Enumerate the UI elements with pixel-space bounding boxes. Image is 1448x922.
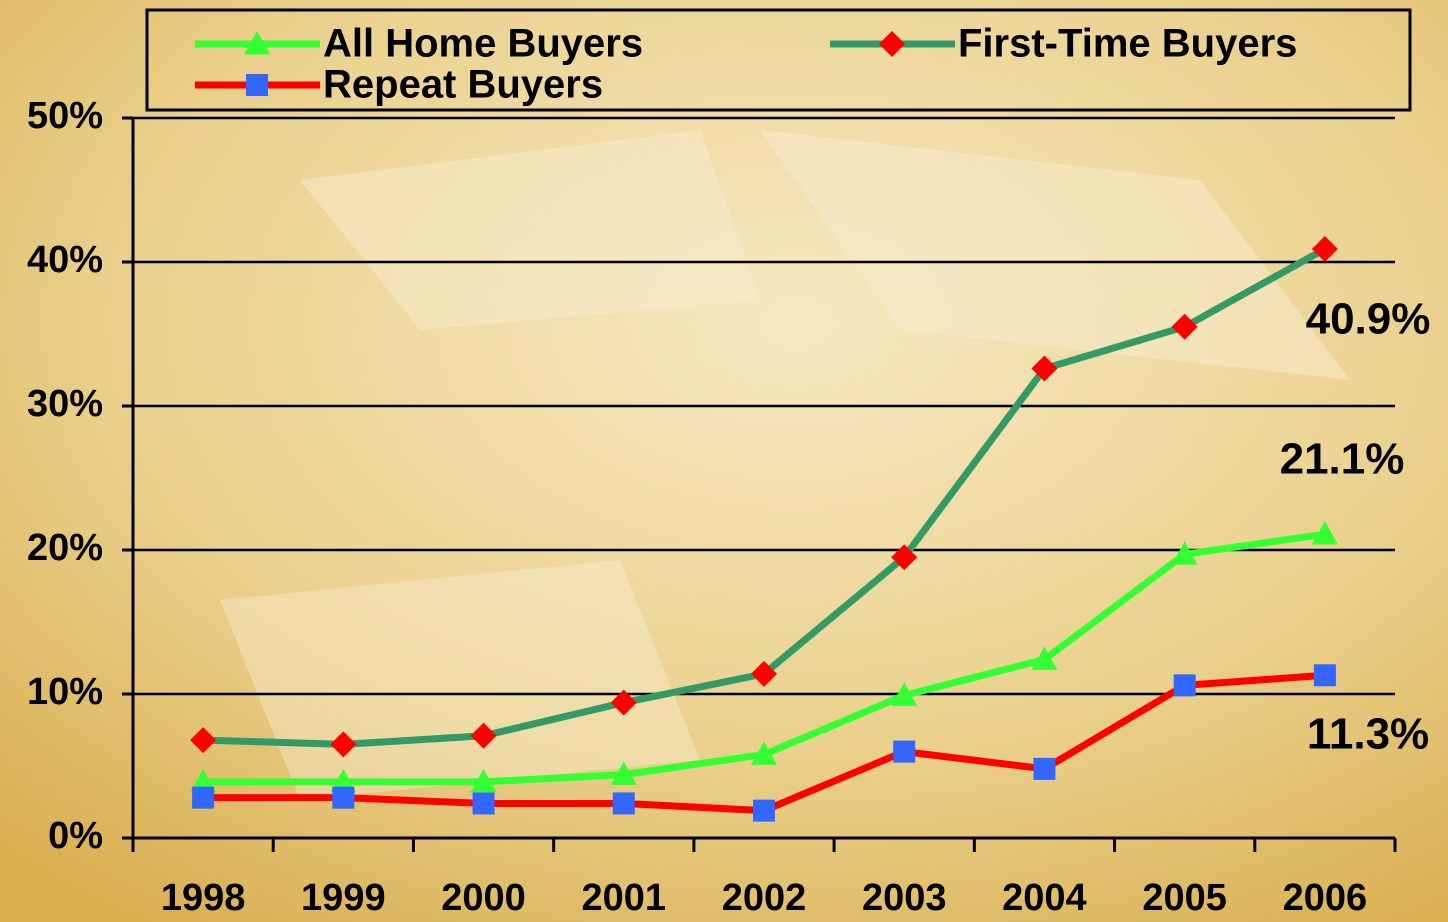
y-tick-label: 50% bbox=[27, 95, 103, 137]
marker bbox=[613, 792, 635, 814]
value-label: 40.9% bbox=[1306, 295, 1431, 344]
bg-shape bbox=[220, 560, 700, 800]
x-tick-label: 2000 bbox=[441, 877, 526, 919]
marker bbox=[893, 741, 915, 763]
legend-label: All Home Buyers bbox=[323, 22, 643, 66]
marker bbox=[1174, 674, 1196, 696]
marker bbox=[1314, 664, 1336, 686]
y-tick-label: 0% bbox=[48, 815, 103, 857]
legend-label: Repeat Buyers bbox=[323, 63, 603, 107]
x-tick-label: 2002 bbox=[722, 877, 807, 919]
marker bbox=[473, 792, 495, 814]
value-label: 21.1% bbox=[1280, 435, 1405, 484]
x-tick-label: 1998 bbox=[161, 877, 246, 919]
x-tick-label: 1999 bbox=[301, 877, 386, 919]
y-tick-label: 10% bbox=[27, 671, 103, 713]
value-label: 11.3% bbox=[1307, 710, 1429, 759]
marker bbox=[1033, 758, 1055, 780]
x-tick-label: 2001 bbox=[582, 877, 667, 919]
page: {"chart_data": {"type": "line", "categor… bbox=[0, 0, 1448, 922]
x-tick-label: 2004 bbox=[1002, 877, 1087, 919]
x-tick-label: 2006 bbox=[1283, 877, 1368, 919]
x-tick-label: 2003 bbox=[862, 877, 947, 919]
x-tick-label: 2005 bbox=[1142, 877, 1227, 919]
y-tick-label: 30% bbox=[27, 383, 103, 425]
marker bbox=[753, 800, 775, 822]
marker bbox=[332, 787, 354, 809]
y-tick-label: 40% bbox=[27, 239, 103, 281]
chart: 0% 10% 20% 30% 40% 50% 1998 1999 2000 2001 2002 200… bbox=[0, 0, 1448, 922]
marker bbox=[246, 74, 268, 96]
marker bbox=[192, 787, 214, 809]
legend-label: First-Time Buyers bbox=[958, 22, 1297, 66]
y-tick-label: 20% bbox=[27, 527, 103, 569]
